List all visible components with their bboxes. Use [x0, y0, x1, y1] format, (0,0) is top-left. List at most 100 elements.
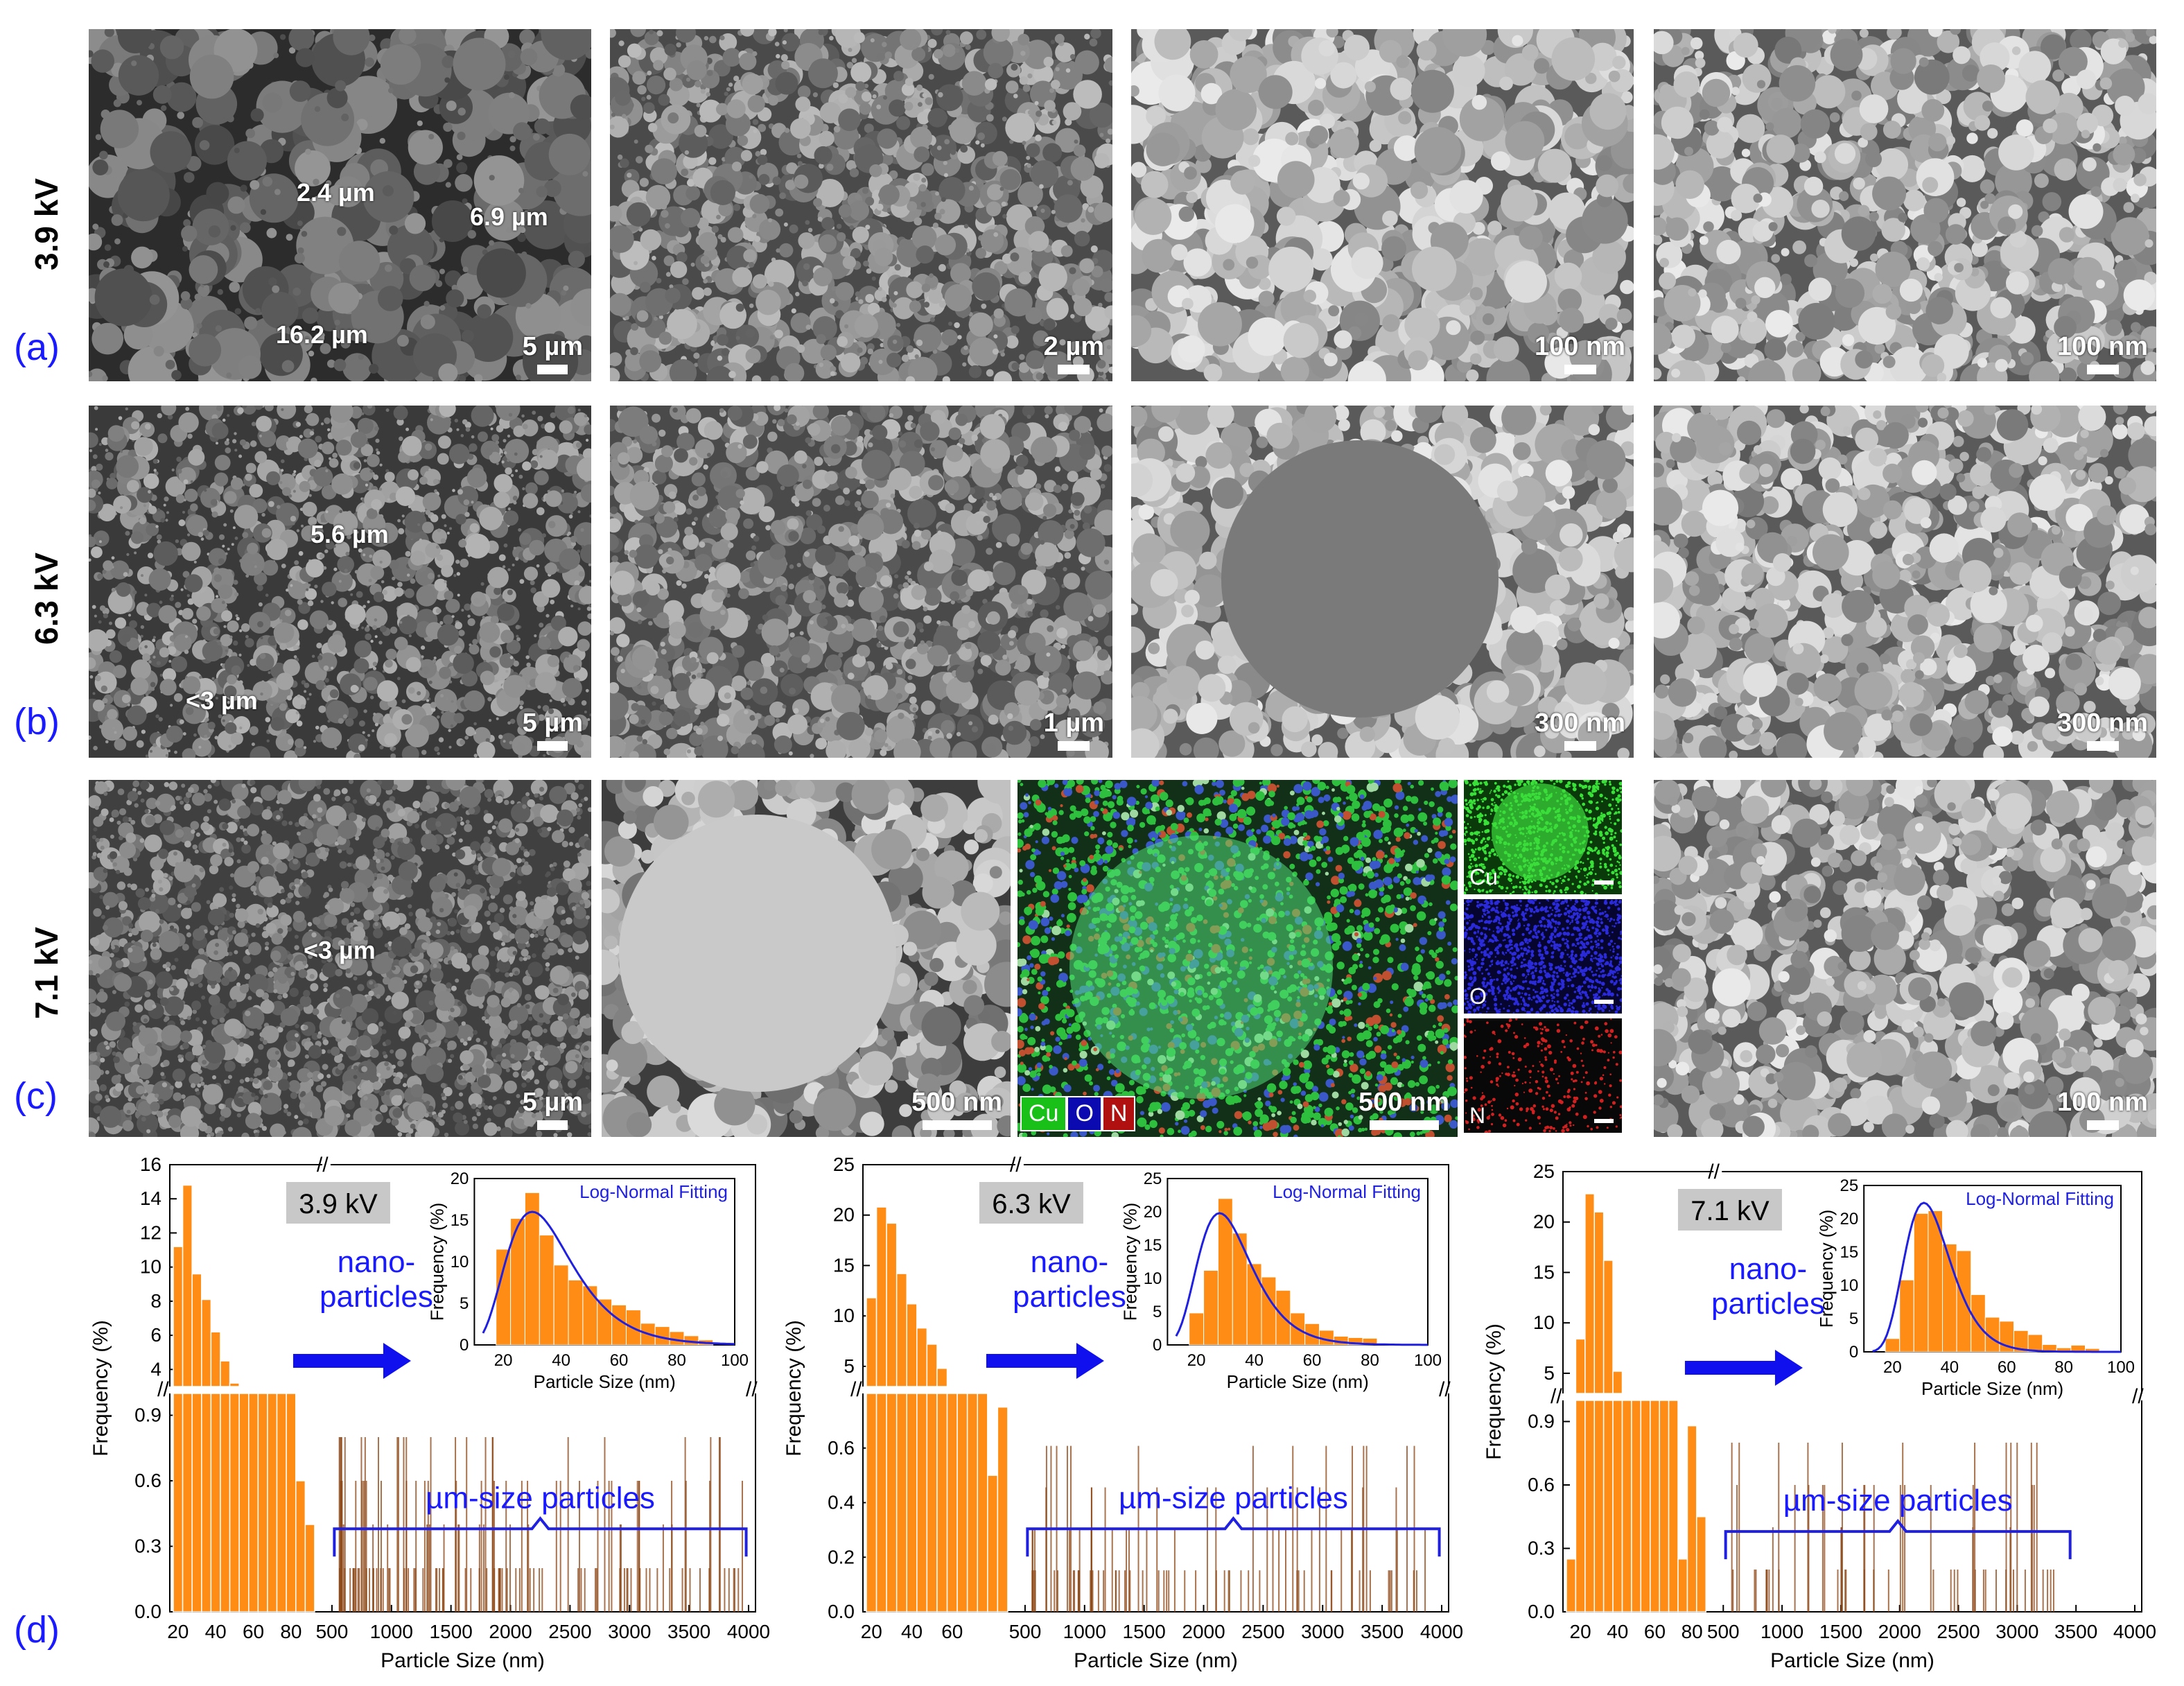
x-axis-label: Particle Size (nm) [381, 1649, 545, 1672]
inset-bar [626, 1310, 641, 1346]
scale-bar: 100 nm [2057, 1088, 2148, 1130]
voltage-box [286, 1182, 390, 1224]
scale-bar-line [2086, 365, 2119, 374]
x-tick-label: 3000 [608, 1621, 651, 1642]
x-tick-label: 80 [1681, 1621, 1703, 1642]
histogram-bar [916, 1393, 928, 1613]
inset-x-tick-label: 100 [1414, 1351, 1442, 1370]
eds-map-label: O [1469, 984, 1487, 1009]
voltage-label: 7.1 kV [1691, 1196, 1770, 1226]
inset-bar [1928, 1210, 1943, 1353]
micro-bracket [1724, 1518, 2072, 1560]
eds-legend-n: N [1101, 1096, 1136, 1131]
axes-frame [169, 1164, 756, 1613]
x-tick-label: 2000 [1182, 1621, 1225, 1642]
inset-title: Log-Normal Fitting [579, 1181, 728, 1202]
nano-label: nano- [1031, 1245, 1109, 1279]
y-tick-label: 0.0 [1528, 1601, 1555, 1622]
histogram-bar [1602, 1260, 1614, 1394]
sem-image-r3c1: 5 µm <3 µm [89, 780, 591, 1137]
scale-bar: 2 µm [1044, 332, 1104, 374]
histogram-bar [936, 1368, 948, 1387]
histogram-bar [1612, 1400, 1623, 1613]
histogram-bar [191, 1273, 202, 1387]
inset-y-tick-label: 10 [1144, 1269, 1162, 1288]
inset-x-tick-label: 80 [667, 1351, 686, 1370]
histogram-bar [1575, 1400, 1586, 1613]
histogram-bar [1631, 1400, 1642, 1613]
sem-image-r2c1: 5 µm 5.6 µm <3 µm [89, 406, 591, 758]
scale-bar-line [1564, 741, 1596, 751]
histogram-chart-2: // // // [849, 1151, 1462, 1613]
histogram-bar [966, 1393, 978, 1613]
voltage-box [1677, 1189, 1782, 1231]
size-annotation: 16.2 µm [276, 320, 368, 349]
axis-break [322, 1151, 331, 1179]
sem-image-r2c2: 1 µm [610, 406, 1112, 758]
inset-x-axis-label: Particle Size (nm) [1227, 1371, 1369, 1392]
y-tick-label: 0.2 [828, 1546, 855, 1567]
scale-bar-line [537, 741, 568, 751]
histogram-bar [916, 1327, 928, 1387]
y-tick-label: 0.6 [1528, 1474, 1555, 1495]
sem-image-r2c4: 300 nm [1654, 406, 2156, 758]
axis-break [1713, 1158, 1722, 1185]
y-tick-label: 5 [844, 1355, 855, 1377]
inset-frame [473, 1178, 736, 1346]
histogram-chart-3: // // // [1549, 1158, 2156, 1613]
x-tick-label: 3500 [2054, 1621, 2097, 1642]
scale-bar-label: 300 nm [2057, 709, 2148, 738]
inset-bar [1290, 1312, 1306, 1346]
x-tick-label: 2500 [1241, 1621, 1284, 1642]
x-tick-label: 20 [861, 1621, 882, 1642]
x-tick-label: 2500 [548, 1621, 591, 1642]
histogram-bar [906, 1303, 918, 1387]
x-axis-label: Particle Size (nm) [1074, 1649, 1238, 1672]
scale-bar: 5 µm [523, 709, 583, 751]
x-tick-label: 40 [901, 1621, 923, 1642]
inset-x-tick-label: 40 [1940, 1358, 1959, 1377]
inset-title: Log-Normal Fitting [1966, 1188, 2114, 1209]
inset-bar [1232, 1233, 1248, 1346]
x-tick-label: 80 [280, 1621, 302, 1642]
eds-map-n: N [1464, 1018, 1622, 1133]
y-tick-label: 10 [140, 1256, 161, 1278]
inset-x-tick-label: 40 [1245, 1351, 1264, 1370]
inset-bar [2056, 1347, 2072, 1353]
inset-bar [1246, 1263, 1262, 1346]
histogram-bar [201, 1393, 212, 1613]
scale-bar-label: 2 µm [1043, 332, 1104, 361]
x-tick-label: 20 [167, 1621, 189, 1642]
axis-break-mark: // [317, 1154, 329, 1176]
scale-bar: 300 nm [2057, 709, 2148, 751]
nano-arrow [292, 1343, 411, 1379]
y-tick-label: 25 [1533, 1161, 1555, 1182]
histogram-bar [1650, 1400, 1660, 1613]
histogram-bar [1593, 1400, 1605, 1613]
axes-frame [862, 1164, 1449, 1613]
eds-map-o: O [1464, 899, 1622, 1014]
voltage-label: 6.3 kV [992, 1189, 1071, 1219]
inset-bar [2042, 1344, 2057, 1353]
axis-break-mark: // [1708, 1161, 1720, 1183]
histogram-bar [1668, 1400, 1679, 1613]
scale-bar-label: 100 nm [1535, 332, 1625, 361]
y-tick-label: 20 [1533, 1211, 1555, 1233]
scale-bar-label: 500 nm [911, 1088, 1002, 1117]
inset-y-tick-label: 10 [1840, 1276, 1858, 1295]
scale-bar: 1 µm [1044, 709, 1104, 751]
histogram-bar [946, 1393, 958, 1613]
x-tick-label: 2000 [1878, 1621, 1921, 1642]
scale-bar-label: 1 µm [1043, 709, 1104, 738]
histogram-bar [956, 1393, 968, 1613]
inset-y-tick-label: 15 [451, 1211, 469, 1230]
size-annotation: <3 µm [304, 936, 376, 964]
histogram-bar [191, 1393, 202, 1613]
x-tick-label: 3500 [1361, 1621, 1404, 1642]
histogram-bar [1566, 1558, 1577, 1613]
inset-bar [1261, 1276, 1277, 1346]
inset-y-tick-label: 0 [1849, 1343, 1858, 1362]
inset-bar [1913, 1213, 1929, 1353]
y-tick-label: 8 [150, 1290, 161, 1312]
inset-bar [1956, 1250, 1972, 1353]
